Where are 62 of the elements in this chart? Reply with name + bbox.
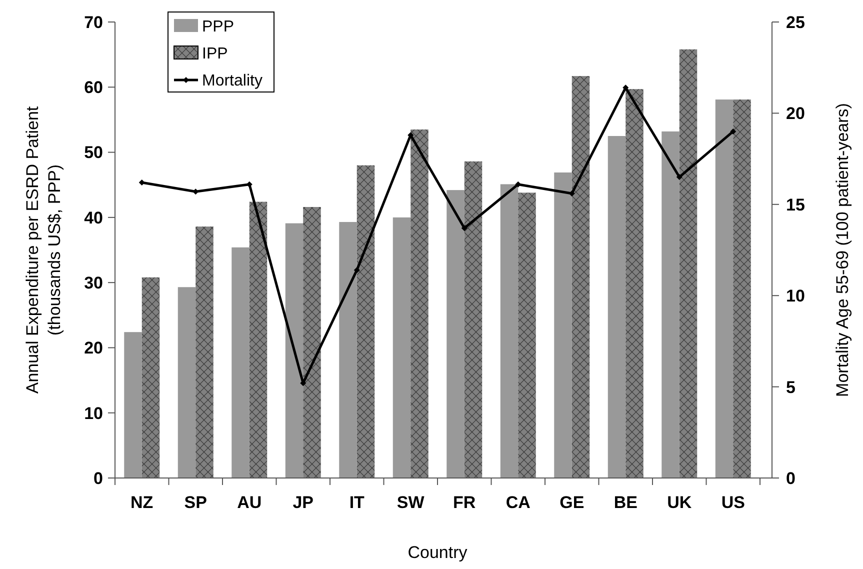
bar [410,129,428,478]
x-tick-label: JP [292,493,314,512]
bar [572,76,590,478]
bar [339,222,357,478]
point [138,180,145,186]
x-tick-label: NZ [130,493,154,512]
x-tick-label: SW [396,493,426,512]
x-tick-label: FR [453,493,476,512]
x-tick-label: GE [560,493,584,512]
bar [285,223,304,478]
x-tick-label: CA [506,493,530,512]
legend-label: Mortality [202,72,262,90]
x-tick-label: AU [237,493,262,512]
x-tick-label: IT [349,493,366,512]
y2-tick-label: 20 [786,104,805,124]
x-tick-label: SP [184,493,207,512]
y2-tick-label: 15 [786,195,805,214]
bar [464,161,482,478]
y2-axis-title: Mortality Age 55-69 (100 patient-years) [833,103,852,397]
y2-tick-label: 25 [786,12,805,32]
legend-label: PPP [202,18,234,36]
bar [733,100,751,478]
bar [608,136,626,478]
bar [679,49,698,478]
bar [500,184,518,478]
point [461,225,468,232]
y2-tick-label: 0 [786,468,796,488]
y-axis-title: Annual Expenditure per ESRD Patient (thousands US$, PPP) [23,106,64,394]
y-tick-label: 70 [84,12,103,32]
y-tick-label: 20 [84,338,103,358]
x-tick-label: UK [667,493,692,512]
bar [142,277,160,478]
point [354,267,360,274]
x-axis-title: Country [408,543,468,562]
bar [662,131,680,478]
y-tick-label: 60 [84,78,103,98]
y-tick-label: 10 [84,404,103,423]
bar [518,192,536,478]
y-tick-label: 50 [84,143,103,162]
y2-tick-label: 5 [786,378,796,397]
y2-tick-label: 10 [786,286,805,306]
bar [124,332,142,478]
bar [554,172,572,478]
bar [715,100,734,478]
point [730,128,736,134]
bar [303,207,321,478]
point [622,84,629,91]
bar [626,89,644,478]
x-tick-label: US [721,493,745,512]
bar [392,217,411,478]
x-tick-label: BE [614,493,638,512]
y-tick-label: 40 [84,208,103,228]
y-tick-label: 30 [84,274,103,293]
legend-label: IPP [202,46,228,63]
bar [196,226,214,478]
bar [356,165,375,478]
bar [232,247,250,478]
bar [178,287,196,478]
bar [446,190,464,478]
point [676,174,682,180]
bar [249,202,268,478]
y-tick-label: 0 [94,468,103,488]
